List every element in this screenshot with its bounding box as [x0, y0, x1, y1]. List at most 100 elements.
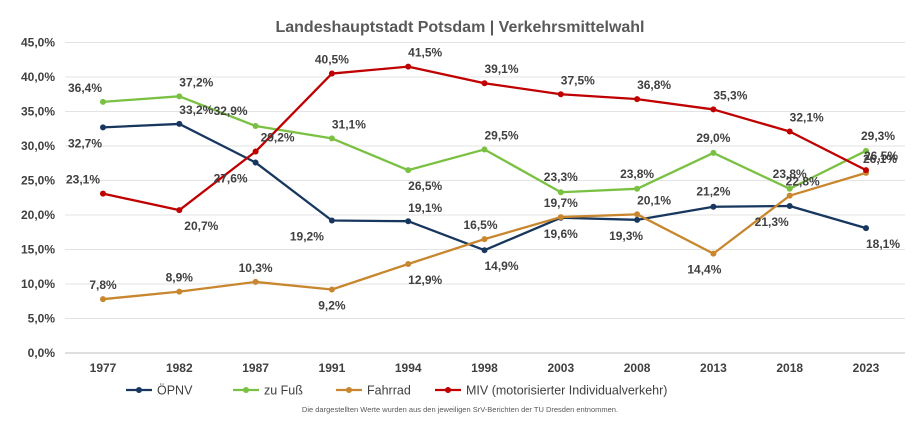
data-point-miv [100, 190, 106, 197]
data-point-zu-fuss [252, 122, 259, 129]
x-tick-label: 2023 [853, 361, 880, 375]
y-tick-label: 45,0% [21, 36, 55, 50]
y-tick-label: 40,0% [21, 70, 55, 84]
data-label-oepnv: 18,1% [866, 237, 900, 251]
data-point-zu-fuss [328, 135, 335, 142]
legend-item-miv: MIV (motorisierter Individualverkehr) [435, 384, 667, 398]
data-label-fahrrad: 10,3% [239, 261, 273, 275]
y-tick-label: 25,0% [21, 174, 55, 188]
legend-label: MIV (motorisierter Individualverkehr) [466, 384, 667, 398]
data-point-zu-fuss [481, 146, 488, 153]
data-label-fahrrad: 9,2% [318, 299, 346, 313]
data-point-miv [176, 207, 183, 214]
data-label-oepnv: 33,2% [179, 103, 213, 117]
data-label-miv: 20,7% [184, 219, 218, 233]
legend-item-fahrrad: Fahrrad [336, 384, 411, 398]
data-label-fahrrad: 20,1% [637, 193, 671, 207]
data-point-oepnv [100, 124, 106, 131]
data-label-oepnv: 21,3% [755, 215, 789, 229]
data-label-miv: 23,1% [66, 173, 100, 187]
data-label-miv: 32,1% [790, 111, 824, 125]
data-label-oepnv: 19,6% [544, 227, 578, 241]
gridlines [65, 42, 905, 354]
data-point-miv [252, 148, 259, 155]
legend-item-zu-fuss: zu Fuß [233, 384, 303, 398]
legend: ÖPNV zu Fuß Fahrrad MIV (motorisierter Indi… [126, 384, 667, 398]
legend-marker [346, 387, 352, 393]
y-tick-label: 10,0% [21, 277, 55, 291]
y-axis: 0,0% 5,0% 10,0% 15,0% 20,0% 25,0% 30,0% 35,0% 40… [21, 36, 55, 361]
data-label-zu-fuss: 23,8% [773, 167, 807, 181]
data-point-fahrrad [405, 260, 412, 267]
data-label-zu-fuss: 37,2% [179, 75, 213, 89]
data-point-fahrrad [252, 278, 259, 285]
legend-label: zu Fuß [264, 384, 303, 398]
x-axis: 1977 1982 1987 1991 1994 1998 2003 2008 2013 2018… [90, 361, 880, 375]
data-label-miv: 41,5% [408, 46, 442, 60]
x-tick-label: 2013 [700, 361, 727, 375]
chart-title: Landeshauptstadt Potsdam | Verkehrsmitte… [275, 19, 644, 36]
data-point-zu-fuss [786, 185, 793, 192]
data-label-oepnv: 19,3% [609, 229, 643, 243]
data-label-miv: 35,3% [713, 88, 747, 102]
y-tick-label: 15,0% [21, 243, 55, 257]
data-label-miv: 39,1% [484, 62, 518, 76]
x-tick-label: 1982 [166, 361, 193, 375]
legend-item-oepnv: ÖPNV [126, 384, 193, 398]
data-point-fahrrad [786, 192, 793, 199]
data-label-miv: 36,8% [637, 78, 671, 92]
legend-label: Fahrrad [367, 384, 411, 398]
data-label-fahrrad: 14,4% [687, 263, 721, 277]
data-point-fahrrad [710, 250, 717, 257]
data-label-oepnv: 19,1% [408, 201, 442, 215]
data-point-zu-fuss [405, 167, 412, 174]
data-label-oepnv: 19,2% [290, 230, 324, 244]
data-point-oepnv [176, 120, 183, 127]
data-label-fahrrad: 7,8% [89, 278, 117, 292]
data-point-oepnv [634, 216, 641, 223]
data-point-zu-fuss [557, 189, 564, 196]
data-point-zu-fuss [100, 98, 106, 105]
data-point-oepnv [786, 203, 793, 210]
x-tick-label: 1998 [471, 361, 498, 375]
data-label-zu-fuss: 29,3% [861, 129, 895, 143]
data-point-oepnv [863, 225, 869, 232]
data-label-zu-fuss: 23,3% [544, 170, 578, 184]
data-point-miv [634, 96, 641, 103]
data-point-fahrrad [176, 288, 183, 295]
x-tick-label: 2008 [624, 361, 651, 375]
x-tick-label: 1994 [395, 361, 422, 375]
data-point-zu-fuss [634, 185, 641, 192]
data-label-fahrrad: 8,9% [166, 271, 194, 285]
y-tick-label: 35,0% [21, 105, 55, 119]
data-label-oepnv: 32,7% [68, 136, 102, 150]
data-label-zu-fuss: 26,5% [408, 179, 442, 193]
plot-area [100, 63, 869, 303]
x-tick-label: 2018 [776, 361, 803, 375]
data-label-oepnv: 21,2% [696, 185, 730, 199]
x-tick-label: 1991 [319, 361, 346, 375]
legend-label: ÖPNV [157, 384, 193, 398]
data-label-zu-fuss: 32,9% [214, 104, 248, 118]
data-point-oepnv [252, 159, 259, 166]
data-labels: 32,7% 33,2% 27,6% 19,2% 19,1% 14,9% 19,6% 19,3%… [66, 46, 900, 313]
footnote: Die dargestellten Werte wurden aus den j… [302, 405, 618, 414]
x-tick-label: 2003 [547, 361, 574, 375]
data-label-miv: 40,5% [315, 53, 349, 67]
legend-marker [445, 387, 451, 393]
data-point-fahrrad [328, 286, 335, 293]
data-point-zu-fuss [710, 149, 717, 156]
data-point-oepnv [405, 218, 412, 225]
data-point-zu-fuss [176, 93, 183, 100]
y-tick-label: 0,0% [28, 346, 56, 360]
data-label-zu-fuss: 23,8% [620, 167, 654, 181]
data-label-oepnv: 27,6% [214, 172, 248, 186]
data-point-zu-fuss [863, 147, 869, 154]
x-tick-label: 1987 [242, 361, 269, 375]
data-label-fahrrad: 22,8% [786, 175, 820, 189]
data-point-oepnv [328, 217, 335, 224]
data-point-miv [557, 91, 564, 98]
data-point-miv [328, 70, 335, 77]
data-point-fahrrad [100, 296, 106, 303]
